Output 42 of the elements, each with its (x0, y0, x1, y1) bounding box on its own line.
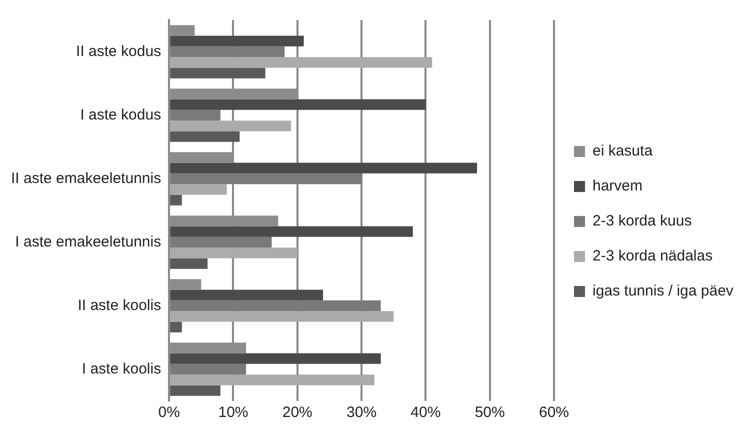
legend-label: 2-3 korda nädalas (592, 248, 713, 265)
y-tick-label: I aste emakeeletunnis (15, 233, 162, 250)
x-tick-label: 60% (538, 404, 570, 422)
bar (170, 46, 285, 58)
y-tick-label: I aste koolis (82, 360, 162, 378)
bar (170, 162, 478, 174)
x-tick-label: 30% (346, 404, 377, 422)
bar (170, 364, 246, 375)
bar (170, 385, 220, 396)
bar (170, 290, 324, 300)
legend-label: harvem (592, 178, 643, 195)
bar (170, 236, 272, 248)
bar (170, 184, 227, 195)
bar (170, 374, 374, 386)
x-tick-label: 0% (158, 404, 180, 422)
y-tick-label: II aste emakeeletunnis (10, 170, 162, 187)
bar (170, 173, 362, 184)
bar (170, 68, 266, 78)
bar (170, 300, 381, 312)
bar (170, 36, 304, 46)
bar (170, 99, 426, 110)
y-tick-label: II aste kodus (76, 42, 162, 60)
x-tick-label: 10% (218, 404, 248, 422)
bar (170, 226, 413, 237)
legend-label: igas tunnis / iga päev (592, 282, 734, 300)
x-tick-label: 20% (282, 404, 312, 422)
x-tick-label: 50% (474, 404, 505, 422)
bar (170, 110, 220, 121)
bar (170, 311, 394, 322)
bar (170, 194, 182, 206)
legend-label: 2-3 korda kuus (592, 212, 692, 230)
legend-label: ei kasuta (592, 142, 654, 160)
bar (170, 57, 432, 68)
y-tick-label: I aste kodus (80, 106, 162, 124)
bar (170, 322, 182, 332)
y-tick-label: II aste koolis (78, 296, 162, 314)
bar (170, 120, 291, 132)
bar (170, 131, 240, 142)
bar (170, 248, 298, 258)
bar (170, 258, 208, 269)
x-tick-label: 40% (410, 404, 441, 422)
bar (170, 353, 381, 364)
